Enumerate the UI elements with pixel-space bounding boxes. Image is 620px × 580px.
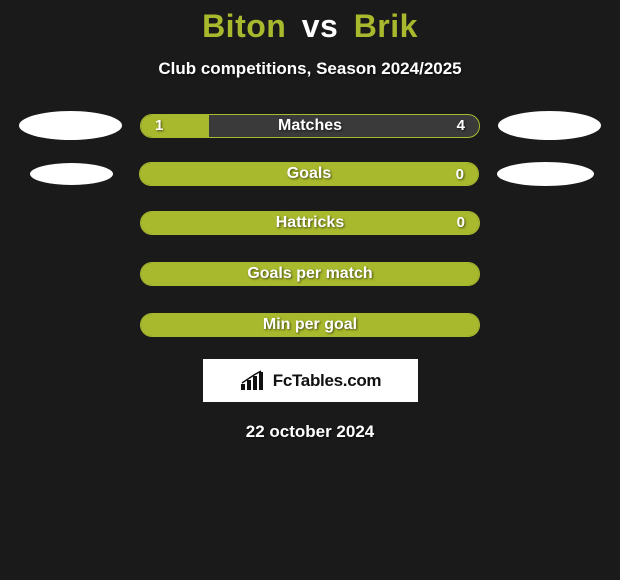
stat-value-right: 0 [443,212,479,234]
stats-list: 1 Matches 4 Goals 0 Hattricks [0,111,620,339]
stat-bar: Min per goal [140,313,480,337]
avatar-right-ellipse [497,162,594,186]
ellipse-placeholder [19,310,122,339]
bar-chart-icon [239,370,267,392]
stat-label: Matches [141,115,479,137]
brand-box: FcTables.com [203,359,418,402]
avatar-right-ellipse [498,111,601,140]
stat-value-right: 4 [443,115,479,137]
stat-bar: 1 Matches 4 [140,114,480,138]
stat-label: Goals per match [141,263,479,285]
ellipse-placeholder [19,208,122,237]
ellipse-placeholder [498,208,601,237]
comparison-infographic: Biton vs Brik Club competitions, Season … [0,0,620,580]
stat-row-goals-per-match: Goals per match [0,259,620,288]
stat-label: Hattricks [141,212,479,234]
date-text: 22 october 2024 [0,422,620,442]
page-title: Biton vs Brik [0,8,620,45]
ellipse-placeholder [498,310,601,339]
stat-bar: Goals per match [140,262,480,286]
stat-value-right: 0 [442,163,478,185]
stat-row-min-per-goal: Min per goal [0,310,620,339]
stat-label: Goals [140,163,478,185]
avatar-left-ellipse [19,111,122,140]
stat-row-matches: 1 Matches 4 [0,111,620,140]
ellipse-placeholder [19,259,122,288]
title-vs: vs [302,8,339,44]
avatar-left-ellipse [30,163,113,185]
stat-row-hattricks: Hattricks 0 [0,208,620,237]
subtitle: Club competitions, Season 2024/2025 [0,59,620,79]
brand-text: FcTables.com [273,371,382,391]
stat-label: Min per goal [141,314,479,336]
title-right-player: Brik [354,8,418,44]
title-left-player: Biton [202,8,286,44]
stat-bar: Hattricks 0 [140,211,480,235]
stat-bar: Goals 0 [139,162,479,186]
ellipse-placeholder [498,259,601,288]
stat-row-goals: Goals 0 [0,162,620,186]
